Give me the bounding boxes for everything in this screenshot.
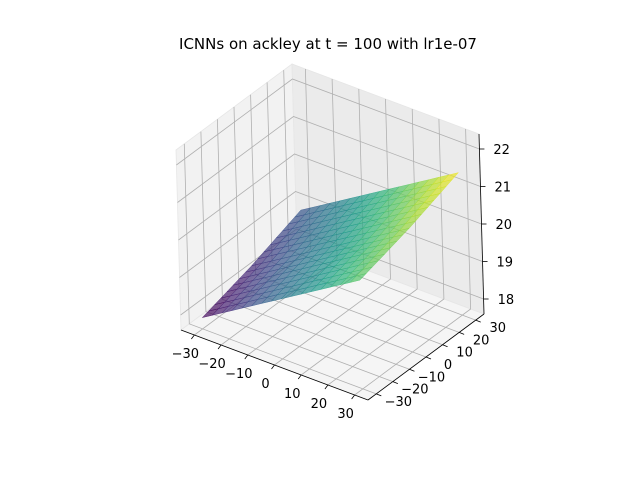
axis-lines — [180, 133, 489, 401]
x-tick-label: 0 — [261, 377, 269, 392]
grid-line-x — [300, 108, 418, 376]
z-tick-label: 19 — [497, 256, 514, 271]
y-tick-mark — [409, 368, 415, 372]
y-tick-label: −20 — [401, 383, 428, 398]
x-tick-label: 30 — [337, 407, 354, 422]
y-tick-label: 0 — [444, 358, 452, 373]
x-tick-mark — [244, 354, 249, 360]
y-tick-mark — [475, 319, 481, 323]
chart-title: ICNNs on ackley at t = 100 with lr1e-07 — [179, 35, 477, 53]
x-tick-label: −10 — [225, 367, 252, 382]
y-tick-mark — [425, 356, 432, 360]
x-tick-mark — [191, 334, 195, 340]
grid-line-x — [354, 128, 472, 396]
y-tick-label: −30 — [385, 395, 412, 410]
y-tick-mark — [442, 344, 448, 348]
z-tick-label: 18 — [498, 293, 515, 308]
x-tick-mark — [271, 364, 275, 370]
x-tick-mark — [324, 384, 329, 390]
y-tick-mark — [392, 381, 399, 384]
y-tick-mark — [376, 393, 382, 397]
y-tick-mark — [458, 332, 465, 335]
z-tick-label: 21 — [494, 181, 511, 196]
grid-line-z — [179, 191, 483, 278]
surface-patch — [349, 273, 367, 283]
grid-line-y — [183, 143, 377, 395]
x-tick-mark — [297, 374, 302, 380]
z-tick-label: 22 — [493, 143, 510, 158]
y-tick-label: 30 — [489, 321, 506, 336]
y-tick-label: 10 — [456, 346, 473, 361]
x-tick-mark — [217, 344, 222, 350]
grid-line-x — [274, 98, 391, 366]
grid-line-z — [177, 116, 481, 203]
x-tick-label: −30 — [172, 347, 199, 362]
x-tick-mark — [351, 394, 355, 400]
grid-line-z — [176, 78, 480, 166]
z-tick-label: 20 — [496, 218, 513, 233]
y-tick-label: 20 — [473, 333, 490, 348]
tick-labels: −30−20−100102030−30−20−10010203018192021… — [172, 143, 514, 422]
x-tick-label: 20 — [311, 397, 328, 412]
grid-line-y — [200, 131, 394, 382]
y-tick-label: −10 — [418, 370, 445, 385]
x-tick-label: −20 — [198, 357, 225, 372]
surface-plot — [201, 172, 459, 318]
x-tick-label: 10 — [284, 387, 301, 402]
